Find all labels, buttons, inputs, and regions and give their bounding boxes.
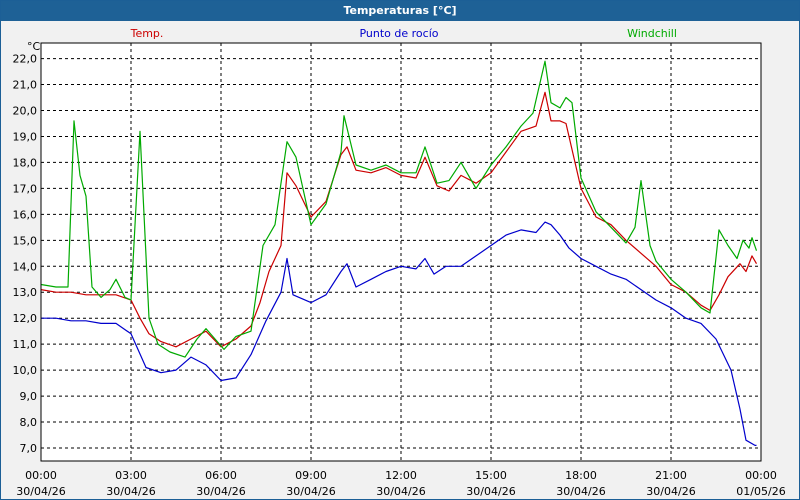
y-tick-label: 18,0 bbox=[13, 156, 38, 169]
series-line-0 bbox=[40, 91, 758, 348]
x-tick-time: 15:00 bbox=[475, 469, 507, 482]
x-tick-time: 12:00 bbox=[385, 469, 417, 482]
y-tick-label: 21,0 bbox=[13, 79, 38, 92]
y-tick-label: 7,0 bbox=[20, 442, 38, 455]
plot-frame bbox=[40, 42, 762, 462]
x-tick-time: 18:00 bbox=[565, 469, 597, 482]
y-tick-label: 14,0 bbox=[13, 260, 38, 273]
x-tick-date: 30/04/26 bbox=[646, 485, 695, 498]
x-tick-date: 30/04/26 bbox=[286, 485, 335, 498]
x-tick-date: 30/04/26 bbox=[196, 485, 245, 498]
y-tick-label: 19,0 bbox=[13, 130, 38, 143]
x-tick-time: 00:00 bbox=[745, 469, 777, 482]
y-tick-label: 22,0 bbox=[13, 53, 38, 66]
y-tick-label: 13,0 bbox=[13, 286, 38, 299]
legend-dewpoint: Punto de rocío bbox=[359, 27, 438, 40]
x-tick-time: 21:00 bbox=[655, 469, 687, 482]
y-tick-label: 16,0 bbox=[13, 208, 38, 221]
y-tick-label: 11,0 bbox=[13, 338, 38, 351]
x-tick-time: 09:00 bbox=[295, 469, 327, 482]
x-tick-date: 30/04/26 bbox=[106, 485, 155, 498]
y-tick-label: 15,0 bbox=[13, 234, 38, 247]
x-tick-time: 00:00 bbox=[25, 469, 57, 482]
y-tick-label: 8,0 bbox=[20, 416, 38, 429]
axes: 7,0 8,0 9,0 10,0 11,0 12,0 13,0 14,0 15,0 16,0 17,… bbox=[13, 42, 786, 498]
y-tick-label: 17,0 bbox=[13, 182, 38, 195]
x-tick-date: 30/04/26 bbox=[466, 485, 515, 498]
x-tick-date: 30/04/26 bbox=[16, 485, 65, 498]
y-tick-label: 12,0 bbox=[13, 312, 38, 325]
x-tick-date: 30/04/26 bbox=[556, 485, 605, 498]
series-line-1 bbox=[41, 221, 757, 446]
x-tick-date: 30/04/26 bbox=[376, 485, 425, 498]
series-lines bbox=[40, 60, 758, 446]
y-tick-label: 9,0 bbox=[20, 390, 38, 403]
legend-windchill: Windchill bbox=[627, 27, 677, 40]
chart-title: Temperaturas [°C] bbox=[1, 1, 799, 21]
y-tick-label: 20,0 bbox=[13, 105, 38, 118]
y-axis-unit-label: °C bbox=[27, 40, 41, 53]
series-line-2 bbox=[40, 60, 758, 358]
x-tick-time: 03:00 bbox=[115, 469, 147, 482]
x-tick-time: 06:00 bbox=[205, 469, 237, 482]
y-tick-label: 10,0 bbox=[13, 364, 38, 377]
legend-temp: Temp. bbox=[130, 27, 164, 40]
x-tick-date: 01/05/26 bbox=[736, 485, 785, 498]
grid bbox=[40, 43, 762, 461]
